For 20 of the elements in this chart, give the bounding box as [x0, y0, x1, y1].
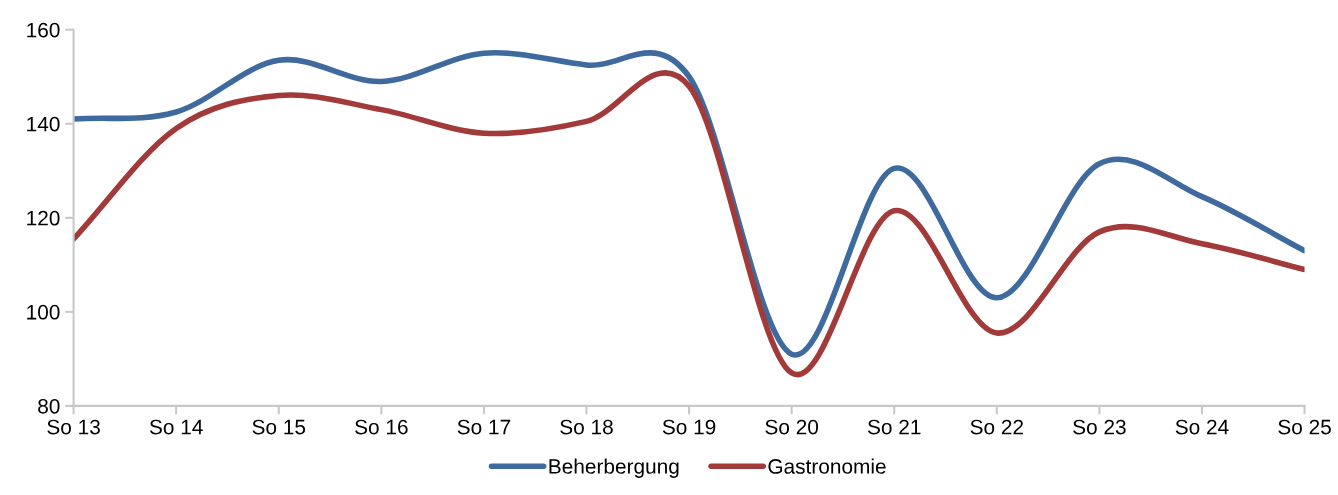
y-tick-label: 100 [27, 304, 60, 320]
x-tick-label: So 13 [47, 419, 100, 435]
x-tick-label: So 17 [457, 419, 511, 435]
x-tick-label: So 25 [1278, 419, 1331, 435]
x-tick-label: So 19 [662, 419, 716, 435]
x-tick-label: So 14 [149, 419, 203, 435]
y-tick-label: 140 [27, 116, 60, 132]
y-tick-label: 80 [38, 398, 60, 414]
x-tick-label: So 18 [560, 419, 613, 435]
x-tick-label: So 16 [355, 419, 408, 435]
legend-label: Beherbergung [549, 458, 679, 478]
legend-label: Gastronomie [768, 458, 886, 474]
x-tick-label: So 24 [1175, 419, 1229, 435]
x-tick-label: So 21 [867, 419, 921, 435]
x-tick-label: So 23 [1073, 419, 1126, 435]
x-tick-label: So 15 [252, 419, 306, 435]
y-tick-label: 120 [27, 210, 60, 226]
x-tick-label: So 20 [765, 419, 819, 435]
y-tick-label: 160 [27, 22, 60, 38]
x-tick-label: So 22 [970, 419, 1023, 435]
